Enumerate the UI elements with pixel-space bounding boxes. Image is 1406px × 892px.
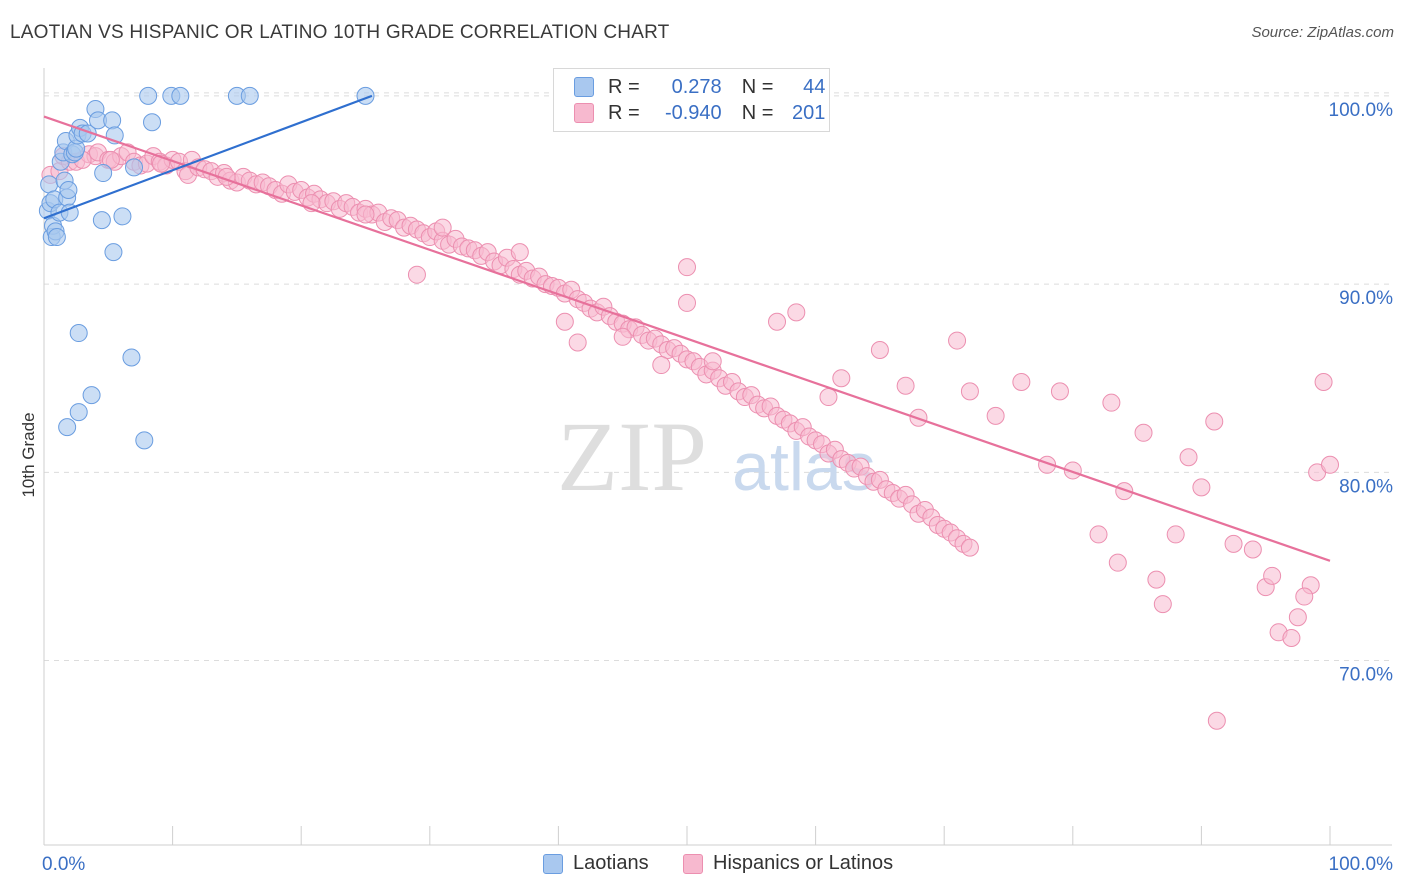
- correlation-legend: R = 0.278 N = 44 R = -0.940 N = 201: [553, 68, 830, 132]
- y-tick-label: 70.0%: [1339, 665, 1393, 686]
- hispanic-point: [1207, 711, 1226, 730]
- hispanic-point: [1166, 525, 1185, 544]
- laotian-point: [58, 418, 77, 437]
- laotian-point: [59, 180, 78, 199]
- laotian-point: [69, 324, 88, 343]
- laotian-point: [171, 86, 190, 105]
- hispanic-point: [1314, 372, 1333, 391]
- laotian-point: [143, 113, 162, 132]
- laotian-point: [94, 164, 113, 183]
- hispanic-point: [1147, 570, 1166, 589]
- hispanic-point: [652, 356, 671, 375]
- x-tick-label-right: 100.0%: [1329, 854, 1394, 875]
- legend-row-laotians: R = 0.278 N = 44: [574, 74, 825, 100]
- hispanic-point: [986, 406, 1005, 425]
- bottom-legend-label-hispanics: Hispanics or Latinos: [713, 852, 894, 874]
- legend-n-label: N =: [741, 75, 774, 98]
- legend-r-label: R =: [608, 75, 640, 98]
- laotian-point: [82, 386, 101, 405]
- x-tick-label-left: 0.0%: [42, 854, 85, 875]
- source-label: Source: ZipAtlas.com: [1251, 24, 1394, 41]
- hispanic-point: [1224, 534, 1243, 553]
- y-tick-label: 100.0%: [1329, 100, 1394, 121]
- hispanic-point: [613, 327, 632, 346]
- hispanic-point: [510, 243, 529, 262]
- hispanic-point: [1063, 461, 1082, 480]
- hispanic-point: [819, 388, 838, 407]
- legend-n-value-laotians: 44: [803, 75, 826, 98]
- bottom-legend-laotians: Laotians: [543, 852, 649, 875]
- series-laotians-points: [38, 86, 375, 450]
- legend-r-value-hispanics: -0.940: [664, 101, 722, 124]
- axis-labels: 70.0% 80.0% 90.0% 100.0% 0.0% 100.0% 10th Grad…: [19, 100, 1393, 875]
- legend-row-hispanics: R = -0.940 N = 201: [574, 100, 825, 126]
- hispanic-point: [1321, 455, 1339, 474]
- watermark-zip: ZIP: [557, 401, 707, 512]
- hispanic-point: [433, 218, 452, 237]
- hispanic-point: [832, 369, 851, 388]
- hispanic-point: [1012, 372, 1031, 391]
- laotian-point: [135, 431, 154, 450]
- legend-n-value-hispanics: 201: [792, 101, 826, 124]
- hispanic-point: [960, 538, 979, 557]
- hispanic-point: [407, 265, 426, 284]
- hispanic-point: [960, 382, 979, 401]
- hispanic-point: [568, 333, 587, 352]
- laotian-point: [69, 403, 88, 422]
- y-tick-label: 80.0%: [1339, 476, 1393, 497]
- hispanic-point: [356, 205, 375, 224]
- laotian-point: [122, 348, 141, 367]
- hispanic-point: [948, 331, 967, 350]
- laotian-point: [103, 111, 122, 130]
- laotian-trend-line: [43, 94, 373, 220]
- hispanic-point: [1192, 478, 1211, 497]
- hispanic-point: [1115, 482, 1134, 501]
- legend-n-label: N =: [741, 101, 774, 124]
- hispanic-point: [1179, 448, 1198, 467]
- legend-r-label: R =: [608, 101, 640, 124]
- hispanic-point: [1243, 540, 1262, 559]
- hispanic-trend-line: [43, 115, 1331, 562]
- hispanic-point: [870, 340, 889, 359]
- bottom-legend-swatch-hispanics: [683, 853, 703, 874]
- legend-swatch-hispanics: [574, 103, 594, 123]
- bottom-legend-swatch-laotians: [543, 853, 563, 874]
- laotian-point: [139, 86, 158, 105]
- laotian-point: [104, 243, 123, 262]
- hispanic-point: [896, 376, 915, 395]
- hispanic-point: [703, 352, 722, 371]
- hispanic-point: [1295, 587, 1314, 606]
- hispanic-point: [1263, 566, 1282, 585]
- laotian-point: [113, 207, 132, 226]
- hispanic-point: [1108, 553, 1127, 572]
- hispanic-point: [555, 312, 574, 331]
- hispanic-point: [1050, 382, 1069, 401]
- legend-swatch-laotians: [574, 77, 594, 97]
- laotian-point: [47, 228, 66, 247]
- y-tick-label: 90.0%: [1339, 288, 1393, 309]
- chart-title: LAOTIAN VS HISPANIC OR LATINO 10TH GRADE…: [10, 22, 670, 43]
- legend-r-value-laotians: 0.278: [671, 75, 722, 98]
- hispanic-point: [101, 150, 120, 169]
- hispanic-point: [1089, 525, 1108, 544]
- bottom-legend-label-laotians: Laotians: [573, 852, 649, 874]
- hispanic-point: [1153, 595, 1172, 614]
- hispanic-point: [1102, 393, 1121, 412]
- hispanic-point: [1288, 608, 1307, 627]
- trend-lines: [43, 94, 1331, 562]
- hispanic-point: [787, 303, 806, 322]
- laotian-point: [240, 86, 259, 105]
- hispanic-point: [1205, 412, 1224, 431]
- bottom-legend-hispanics: Hispanics or Latinos: [683, 852, 893, 875]
- hispanic-point: [1134, 423, 1153, 442]
- y-axis-title: 10th Grade: [19, 412, 38, 497]
- laotian-point: [40, 175, 59, 194]
- laotian-point: [125, 158, 144, 177]
- hispanic-point: [678, 293, 696, 312]
- hispanic-point: [1282, 628, 1301, 647]
- laotian-point: [92, 211, 111, 230]
- hispanic-point: [678, 258, 696, 277]
- hispanic-point: [768, 312, 787, 331]
